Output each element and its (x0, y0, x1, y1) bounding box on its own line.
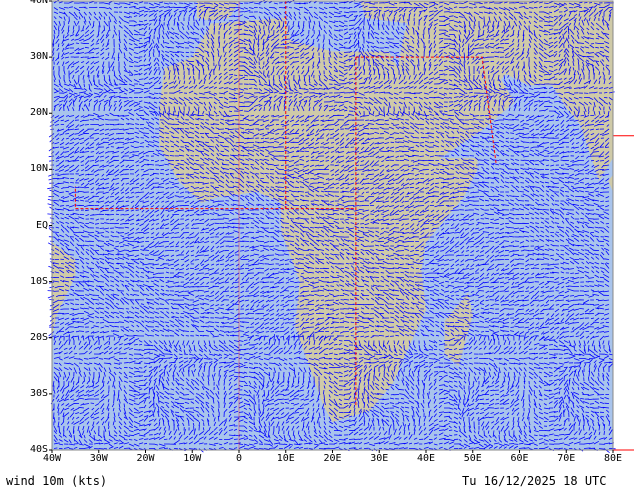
lat-label: 30S (29, 387, 48, 399)
lon-label: 10W (183, 453, 202, 464)
lon-label: 20W (136, 453, 155, 464)
lat-label: 10S (29, 275, 48, 287)
lon-label: 30E (370, 453, 389, 464)
lon-label: 20E (323, 453, 342, 464)
lat-label: 10N (29, 163, 48, 175)
land-brazil (52, 242, 76, 338)
valid-time: Tu 16/12/2025 18 UTC (462, 474, 607, 488)
lon-label: 40W (42, 453, 62, 464)
lon-label: 0 (235, 453, 243, 464)
lat-label: 40S (29, 444, 48, 455)
lat-label: EQ (35, 219, 48, 231)
lat-label: 20N (29, 107, 48, 119)
lon-label: 40E (416, 453, 436, 464)
lon-label: 30W (89, 453, 108, 464)
lon-label: 10E (276, 453, 295, 464)
variable-label: wind 10m (kts) (6, 474, 108, 488)
lat-label: 30N (29, 51, 48, 63)
map-canvas (47, 0, 634, 454)
land-madagascar (444, 292, 473, 366)
lat-label: 40N (29, 0, 48, 6)
border-line (74, 1, 287, 210)
lat-label: 20S (29, 331, 48, 343)
lon-label: 80E (603, 453, 623, 464)
lon-label: 50E (463, 453, 482, 464)
border-line (355, 56, 497, 164)
lon-label: 70E (557, 453, 576, 464)
land-iberia (196, 1, 239, 21)
land-srilanka (608, 174, 613, 192)
lon-label: 60E (510, 453, 529, 464)
